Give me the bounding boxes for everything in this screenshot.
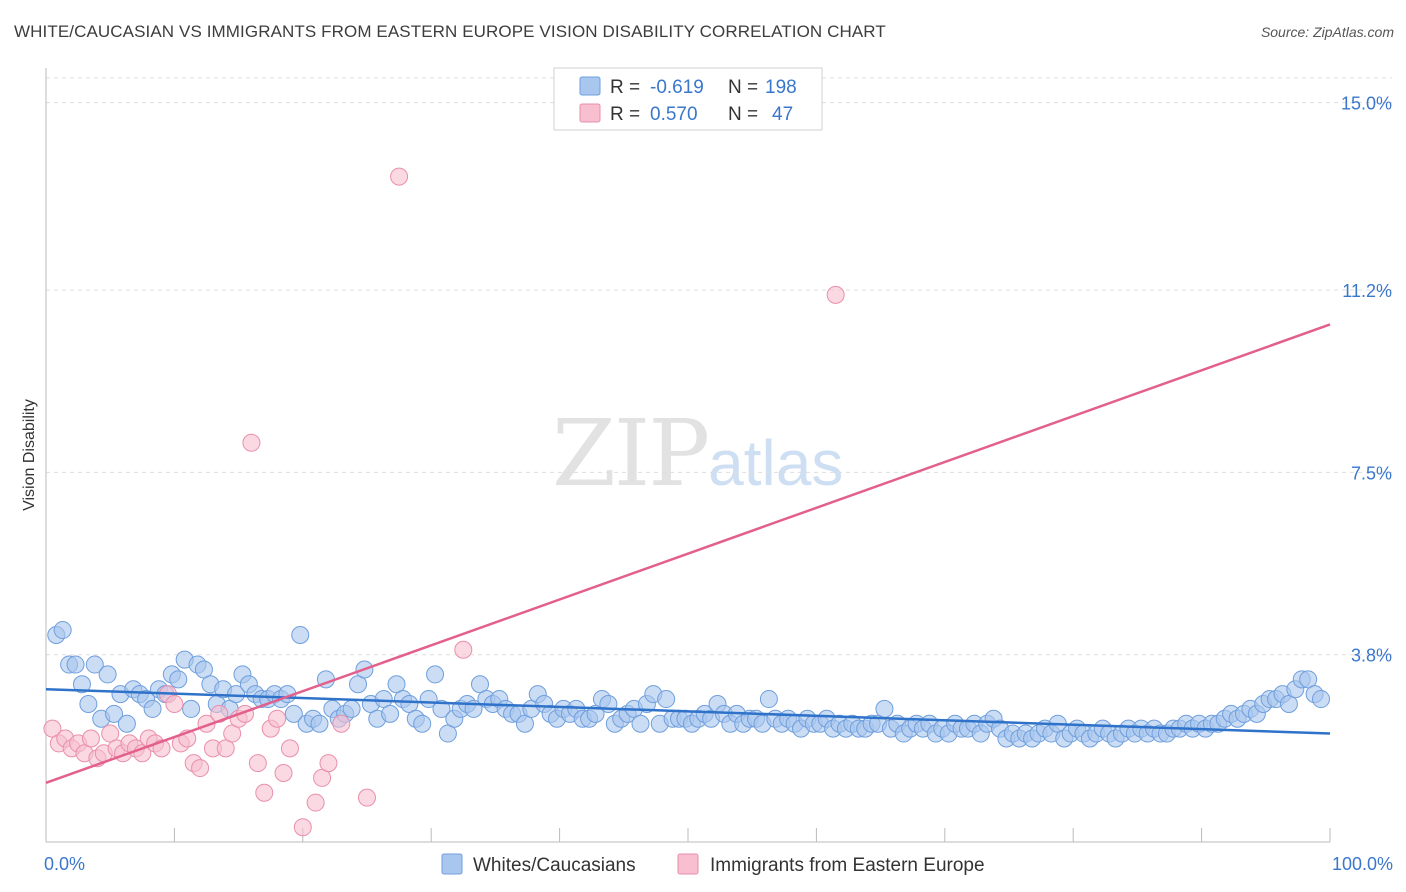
point-immigrants — [255, 783, 274, 802]
point-immigrants — [332, 714, 351, 733]
point-immigrants — [826, 285, 845, 304]
watermark-atlas: atlas — [708, 427, 844, 499]
grid-lines — [46, 77, 1392, 656]
trend-line-whites — [45, 687, 1331, 735]
point-immigrants — [165, 694, 184, 713]
chart-title: WHITE/CAUCASIAN VS IMMIGRANTS FROM EASTE… — [14, 22, 886, 41]
watermark-zip: ZIP — [552, 400, 710, 507]
point-immigrants — [210, 704, 229, 723]
point-immigrants — [293, 818, 312, 837]
legend-swatch-immigrants — [677, 853, 699, 875]
x-tick-label: 0.0% — [44, 854, 85, 874]
point-immigrants — [390, 167, 409, 186]
point-whites — [1312, 690, 1331, 709]
point-whites — [98, 665, 117, 684]
y-tick-label: 11.2% — [1342, 281, 1392, 301]
point-whites — [53, 621, 72, 640]
stats-r-label-2: R = — [610, 104, 640, 125]
point-immigrants — [191, 759, 210, 778]
legend-label-immigrants: Immigrants from Eastern Europe — [710, 855, 985, 876]
point-whites — [310, 714, 329, 733]
point-immigrants — [319, 754, 338, 773]
point-whites — [85, 655, 104, 674]
point-whites — [631, 714, 650, 733]
stats-r-value-1: -0.619 — [650, 77, 704, 98]
stats-legend: R = -0.619 N = 198 R = 0.570 N = 47 — [553, 67, 823, 131]
point-whites — [759, 690, 778, 709]
point-whites — [227, 685, 246, 704]
point-immigrants — [248, 754, 267, 773]
stats-legend-swatch-pink — [579, 103, 601, 123]
point-immigrants — [242, 433, 261, 452]
legend-label-whites: Whites/Caucasians — [473, 855, 636, 876]
point-whites — [291, 625, 310, 644]
point-whites — [657, 690, 676, 709]
point-whites — [72, 675, 91, 694]
legend-swatch-whites — [441, 853, 463, 875]
point-whites — [432, 699, 451, 718]
point-whites — [426, 665, 445, 684]
stats-n-value-2: 47 — [772, 104, 793, 125]
data-points — [43, 167, 1331, 837]
point-whites — [182, 699, 201, 718]
watermark: ZIPatlas — [552, 400, 843, 507]
axes — [45, 68, 1331, 843]
point-whites — [413, 714, 432, 733]
point-immigrants — [358, 788, 376, 807]
stats-r-label-1: R = — [610, 77, 640, 98]
y-tick-label: 7.5% — [1351, 463, 1392, 483]
stats-n-value-1: 198 — [765, 77, 797, 98]
tick-labels: 3.8% 7.5% 11.2% 15.0% 0.0% 100.0% — [44, 94, 1393, 874]
point-whites — [79, 694, 98, 713]
point-whites — [284, 704, 303, 723]
stats-n-label-1: N = — [728, 77, 758, 98]
trend-line-immigrants — [45, 323, 1331, 785]
point-immigrants — [454, 640, 473, 659]
y-tick-label: 15.0% — [1341, 94, 1392, 114]
x-tick-label: 100.0% — [1332, 854, 1393, 874]
stats-r-value-2: 0.570 — [650, 104, 698, 125]
point-whites — [169, 670, 188, 689]
point-whites — [875, 699, 894, 718]
point-whites — [117, 714, 136, 733]
source-credit: Source: ZipAtlas.com — [1260, 24, 1394, 40]
point-immigrants — [268, 709, 287, 728]
point-whites — [66, 655, 85, 674]
stats-legend-swatch-blue — [579, 76, 601, 96]
point-immigrants — [280, 739, 299, 758]
point-whites — [105, 704, 124, 723]
stats-n-label-2: N = — [728, 104, 758, 125]
point-immigrants — [274, 763, 293, 782]
point-immigrants — [306, 793, 325, 812]
point-whites — [342, 699, 361, 718]
point-immigrants — [81, 729, 100, 748]
series-legend: Whites/Caucasians Immigrants from Easter… — [441, 853, 985, 876]
trend-lines — [45, 323, 1331, 785]
point-whites — [143, 699, 162, 718]
point-whites — [381, 704, 400, 723]
y-tick-label: 3.8% — [1351, 646, 1392, 666]
